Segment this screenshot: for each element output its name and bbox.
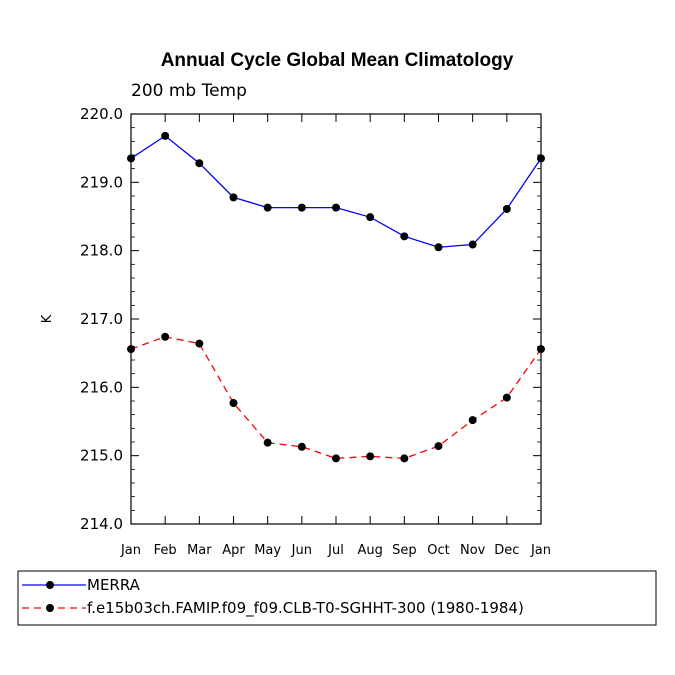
legend-marker-1 [46,604,54,612]
data-point-0 [468,240,477,249]
chart-title: Annual Cycle Global Mean Climatology [161,50,514,71]
legend-label-0: MERRA [87,576,141,594]
data-point-0 [366,213,375,222]
series-layer [127,131,545,463]
y-tick-label: 215.0 [80,447,123,465]
x-tick-label: Jan [120,543,141,558]
legend-frame [17,570,657,626]
x-tick-label: Jul [327,543,344,558]
y-tick-label: 218.0 [80,242,123,260]
y-tick-label: 216.0 [80,378,123,396]
data-point-1 [537,345,545,354]
x-tick-label: May [254,543,281,558]
y-tick-label: 220.0 [80,105,123,123]
y-tick-label: 214.0 [80,515,123,533]
data-point-0 [127,154,135,163]
plot-frame [130,113,542,525]
data-point-0 [297,203,306,212]
data-point-1 [400,454,409,463]
legend: MERRA f.e15b03ch.FAMIP.f09_f09.CLB-T0-SGH… [22,576,524,618]
data-point-1 [468,416,477,425]
chart-subtitle: 200 mb Temp [131,81,247,101]
data-point-0 [161,131,170,140]
legend-marker-0 [46,581,54,589]
data-point-1 [263,438,272,447]
x-axis: Jan Feb Mar Apr May Jun Jul Aug Sep Oct Nov Dec Jan [120,114,551,558]
data-point-1 [366,452,375,461]
data-point-1 [297,442,306,451]
y-axis-label: K [40,314,55,323]
data-point-0 [195,159,204,168]
data-point-0 [229,193,238,202]
x-tick-label: Mar [187,543,212,558]
x-tick-label: Jan [530,543,551,558]
x-tick-label: Feb [154,543,177,558]
data-point-1 [161,332,170,341]
x-tick-label: Sep [392,543,417,558]
x-tick-label: Aug [357,543,382,558]
x-tick-label: Jun [291,543,312,558]
data-point-0 [434,243,443,252]
data-point-0 [537,154,545,163]
data-point-0 [502,204,511,213]
data-point-1 [332,454,340,463]
y-axis: 214.0 215.0 216.0 217.0 218.0 219.0 220.0 [80,105,541,533]
y-tick-label: 217.0 [80,310,123,328]
data-point-1 [127,345,135,354]
y-tick-label: 219.0 [80,173,123,191]
x-tick-label: Dec [494,543,519,558]
x-tick-label: Oct [427,543,449,558]
data-point-0 [400,232,409,241]
x-tick-label: Apr [222,543,245,558]
data-point-1 [502,393,511,402]
series-line-1 [130,336,542,460]
data-point-1 [195,339,204,348]
legend-label-1: f.e15b03ch.FAMIP.f09_f09.CLB-T0-SGHHT-30… [87,599,524,618]
data-point-0 [332,203,340,212]
data-point-0 [263,203,272,212]
series-line-0 [130,135,542,248]
data-point-1 [229,399,238,408]
x-tick-label: Nov [460,543,486,558]
data-point-1 [434,442,443,451]
